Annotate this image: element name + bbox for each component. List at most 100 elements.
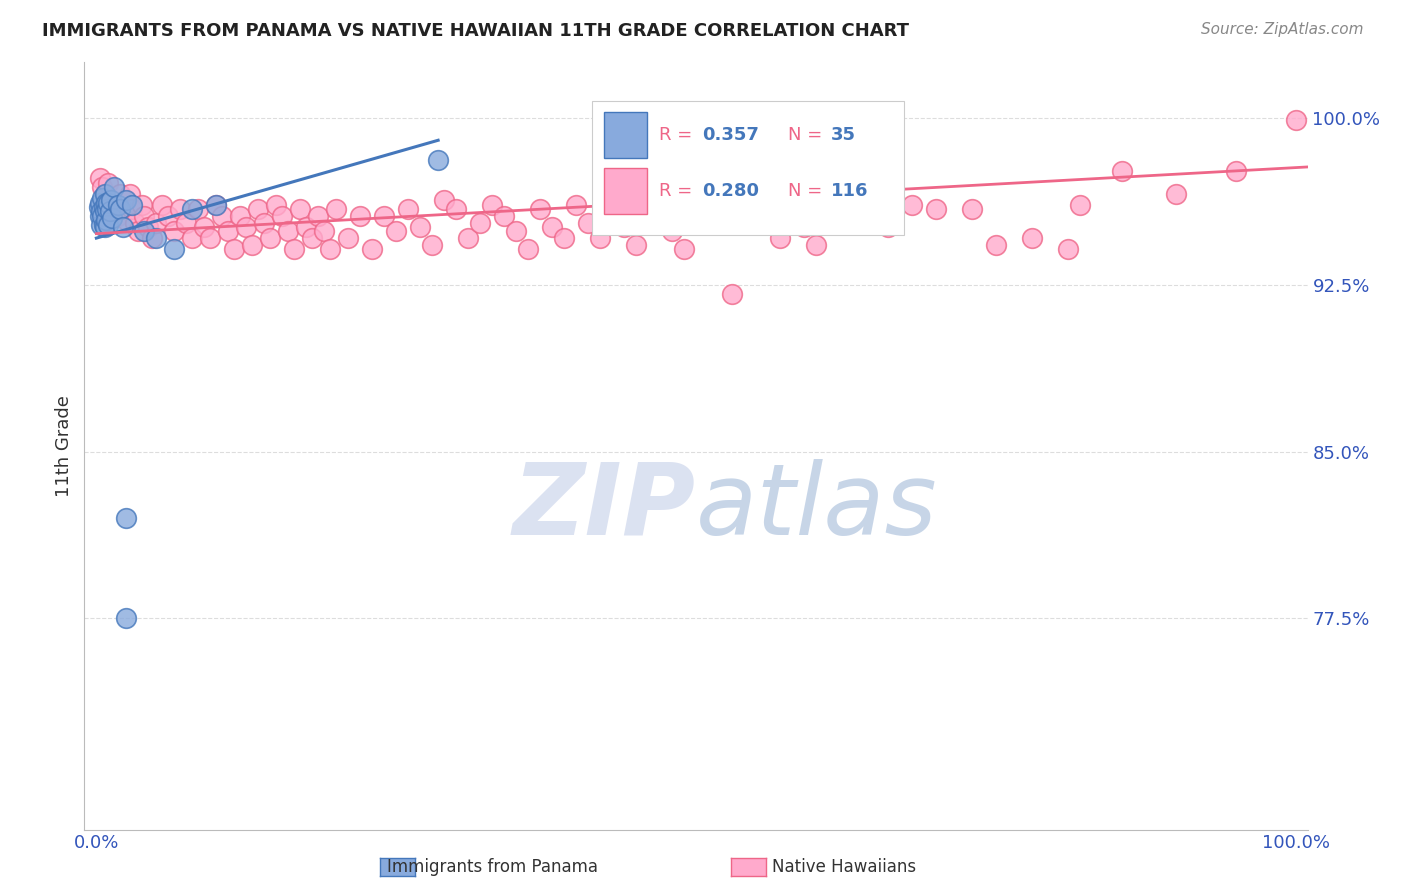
Point bbox=[1021, 231, 1043, 245]
FancyBboxPatch shape bbox=[605, 168, 647, 213]
Point bbox=[110, 202, 132, 217]
Text: N =: N = bbox=[787, 182, 828, 200]
Point bbox=[661, 224, 683, 238]
Point bbox=[94, 195, 117, 210]
Point bbox=[433, 194, 456, 208]
Text: Immigrants from Panama: Immigrants from Panama bbox=[387, 858, 598, 876]
Point bbox=[169, 202, 191, 217]
Point bbox=[127, 224, 149, 238]
Point bbox=[301, 231, 323, 245]
Point bbox=[118, 186, 141, 201]
Point bbox=[468, 215, 491, 229]
Point bbox=[409, 219, 432, 234]
Point bbox=[247, 202, 270, 217]
Point bbox=[1056, 242, 1078, 256]
Point bbox=[745, 198, 768, 212]
Point bbox=[89, 209, 111, 223]
Point bbox=[1225, 164, 1247, 178]
Text: R =: R = bbox=[659, 127, 699, 145]
Point bbox=[271, 209, 294, 223]
Text: R =: R = bbox=[659, 182, 699, 200]
Point bbox=[319, 242, 342, 256]
Point bbox=[817, 198, 839, 212]
Point bbox=[224, 242, 246, 256]
Point bbox=[103, 202, 125, 217]
Point bbox=[163, 242, 186, 256]
Point bbox=[124, 215, 146, 229]
Point bbox=[174, 215, 197, 229]
Point bbox=[100, 194, 122, 208]
Point bbox=[793, 219, 815, 234]
Point bbox=[110, 186, 132, 201]
Point bbox=[925, 202, 948, 217]
Point bbox=[111, 219, 134, 234]
Point bbox=[115, 511, 138, 525]
Point bbox=[235, 219, 257, 234]
Point bbox=[427, 153, 450, 168]
Point bbox=[253, 215, 276, 229]
Point bbox=[420, 237, 443, 252]
Point bbox=[187, 202, 209, 217]
Point bbox=[733, 209, 755, 223]
Point bbox=[553, 231, 575, 245]
Point bbox=[98, 204, 121, 219]
Point bbox=[529, 202, 551, 217]
Point bbox=[444, 202, 467, 217]
Point bbox=[648, 209, 671, 223]
Point bbox=[93, 218, 115, 232]
Point bbox=[373, 209, 395, 223]
Point bbox=[90, 204, 112, 219]
Point bbox=[97, 195, 120, 210]
Point bbox=[200, 231, 222, 245]
Point bbox=[101, 211, 124, 225]
Point bbox=[984, 237, 1007, 252]
Text: N =: N = bbox=[787, 127, 828, 145]
Text: 116: 116 bbox=[831, 182, 868, 200]
Point bbox=[87, 200, 110, 214]
Text: ZIP: ZIP bbox=[513, 458, 696, 556]
Point bbox=[780, 202, 803, 217]
Point bbox=[91, 180, 114, 194]
Point bbox=[481, 198, 503, 212]
Point bbox=[960, 202, 983, 217]
Text: atlas: atlas bbox=[696, 458, 938, 556]
Point bbox=[901, 198, 924, 212]
Point bbox=[131, 198, 153, 212]
Point bbox=[505, 224, 527, 238]
Point bbox=[589, 231, 612, 245]
FancyBboxPatch shape bbox=[592, 101, 904, 235]
Point bbox=[90, 218, 112, 232]
Point bbox=[240, 237, 263, 252]
Point bbox=[277, 224, 299, 238]
Point bbox=[290, 202, 312, 217]
Point bbox=[1111, 164, 1133, 178]
Point bbox=[396, 202, 419, 217]
Point bbox=[337, 231, 360, 245]
Point bbox=[115, 213, 138, 227]
Point bbox=[91, 209, 114, 223]
Point bbox=[229, 209, 252, 223]
Point bbox=[600, 202, 623, 217]
Point bbox=[121, 198, 143, 212]
Point bbox=[1284, 113, 1306, 128]
Point bbox=[283, 242, 305, 256]
Point bbox=[111, 202, 134, 217]
Point bbox=[865, 202, 887, 217]
Point bbox=[145, 215, 167, 229]
Point bbox=[494, 209, 516, 223]
Point bbox=[672, 242, 695, 256]
Point bbox=[115, 611, 138, 625]
Point bbox=[115, 194, 138, 208]
Point bbox=[100, 194, 122, 208]
Point bbox=[93, 186, 117, 201]
Point bbox=[307, 209, 329, 223]
Point bbox=[576, 215, 599, 229]
Point bbox=[121, 202, 143, 217]
Point bbox=[613, 219, 636, 234]
Point bbox=[325, 202, 347, 217]
Point bbox=[97, 176, 120, 190]
Point bbox=[852, 186, 875, 201]
Point bbox=[141, 231, 163, 245]
Point bbox=[769, 231, 792, 245]
FancyBboxPatch shape bbox=[605, 112, 647, 158]
